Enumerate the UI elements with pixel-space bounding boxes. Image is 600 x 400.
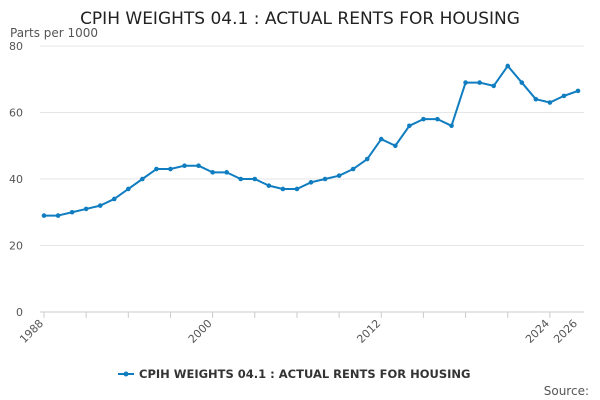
data-point[interactable] [294,186,300,192]
data-point[interactable] [238,176,244,182]
data-point[interactable] [364,156,370,162]
data-point[interactable] [83,206,89,212]
data-point[interactable] [407,123,412,129]
data-point[interactable] [505,63,511,69]
data-point[interactable] [97,203,103,208]
data-point[interactable] [55,213,61,218]
y-tick-label: 20 [9,240,23,253]
data-point[interactable] [477,80,482,85]
data-point[interactable] [575,88,581,94]
x-axis: 1988 2000 2012 2024 2026 [17,311,584,346]
data-point[interactable] [154,166,159,172]
source-label: Source: [544,384,589,398]
series-group [41,63,581,218]
x-tick-label: 2012 [354,317,383,346]
chart-title: CPIH WEIGHTS 04.1 : ACTUAL RENTS FOR HOU… [80,9,520,29]
data-point[interactable] [280,186,286,192]
x-tick-label: 2026 [551,317,580,346]
data-point[interactable] [378,136,384,142]
legend-label: CPIH WEIGHTS 04.1 : ACTUAL RENTS FOR HOU… [139,367,471,381]
y-axis-label: Parts per 1000 [10,26,98,40]
data-point[interactable] [533,96,539,102]
data-point[interactable] [322,176,328,182]
data-point[interactable] [41,213,47,218]
data-point[interactable] [393,143,398,149]
gridlines [40,45,584,313]
data-point[interactable] [421,116,426,122]
x-tick-label: 1988 [17,317,46,346]
x-tick-label: 2024 [523,317,552,346]
data-point[interactable] [463,80,468,85]
data-point[interactable] [266,183,272,188]
data-point[interactable] [224,170,229,175]
data-point[interactable] [435,116,440,122]
series-line [44,64,579,217]
data-point[interactable] [210,170,215,175]
data-point[interactable] [168,166,173,172]
data-point[interactable] [519,80,525,85]
data-point[interactable] [308,180,314,185]
y-tick-label: 80 [9,40,23,53]
data-point[interactable] [111,196,117,202]
data-point[interactable] [336,173,342,178]
legend[interactable]: CPIH WEIGHTS 04.1 : ACTUAL RENTS FOR HOU… [118,367,471,381]
data-point[interactable] [252,176,258,182]
data-point[interactable] [350,166,356,172]
data-point[interactable] [547,100,553,105]
data-point[interactable] [69,209,75,215]
data-point[interactable] [196,163,201,168]
x-tick-label: 2000 [186,317,215,346]
legend-marker-icon [123,371,129,377]
data-point[interactable] [491,83,496,89]
data-point[interactable] [449,123,454,129]
data-point[interactable] [182,163,187,168]
data-point[interactable] [140,176,145,182]
data-point[interactable] [126,186,131,192]
data-point[interactable] [561,93,567,99]
y-tick-label: 40 [9,173,23,186]
y-tick-label: 0 [16,306,23,319]
y-axis: 0 20 40 60 80 [9,40,23,319]
y-tick-label: 60 [9,107,23,120]
